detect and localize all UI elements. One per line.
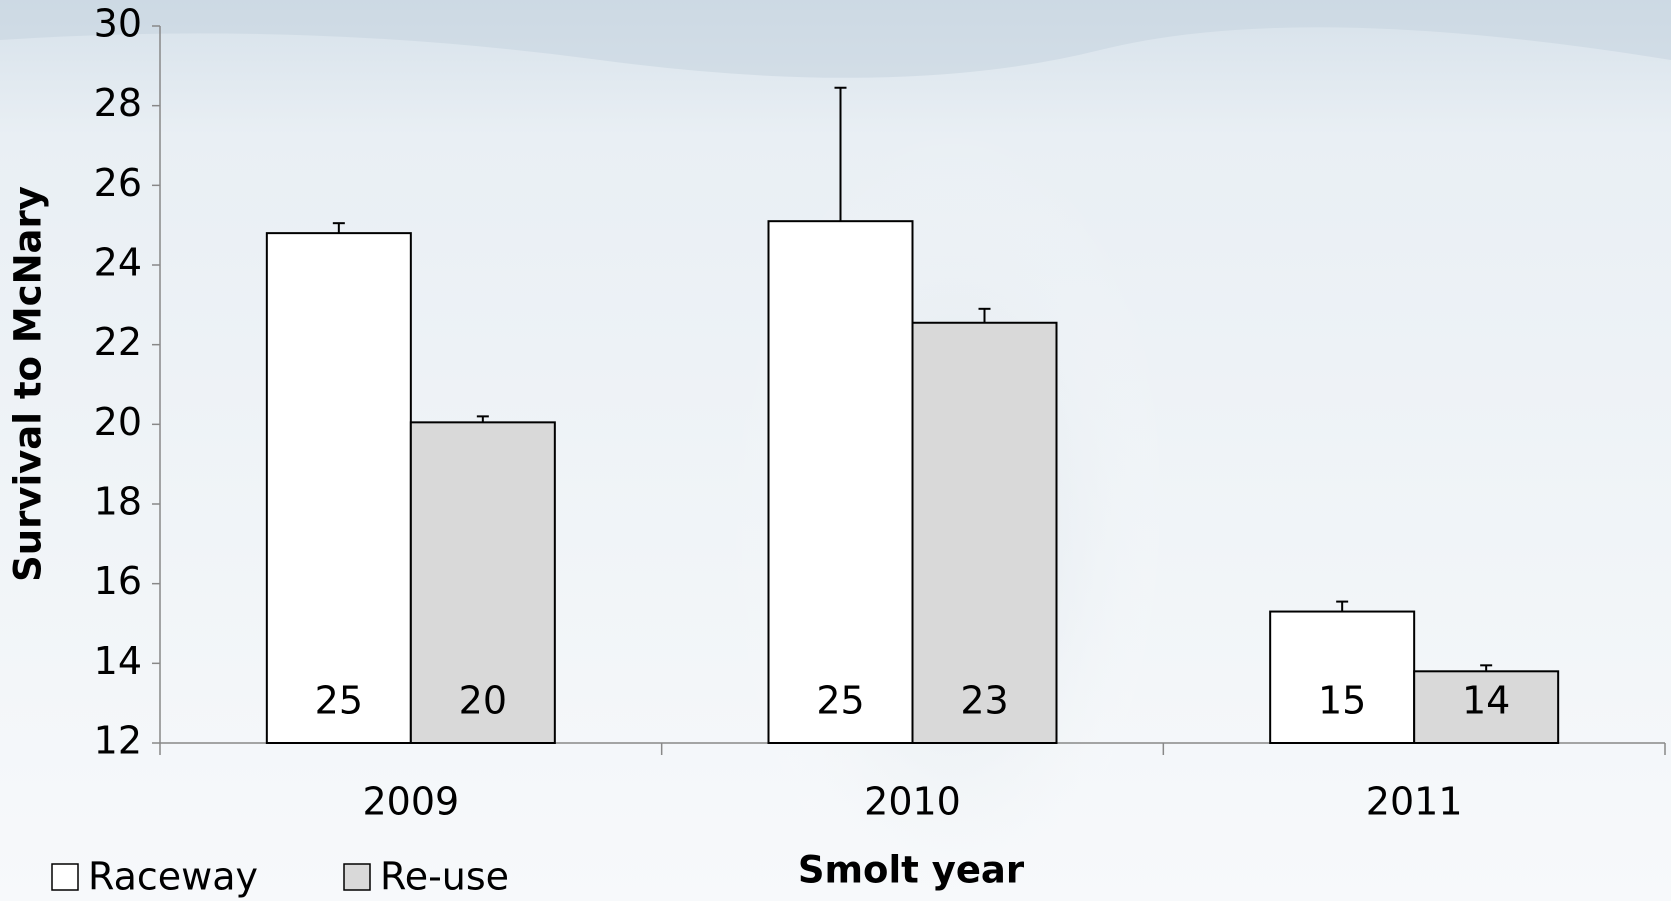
x-tick-label: 2010 xyxy=(864,780,961,824)
bar xyxy=(265,232,412,744)
value-label: 20 xyxy=(459,679,507,723)
y-tick-label: 30 xyxy=(94,2,142,46)
bar xyxy=(767,220,914,744)
y-tick-label: 20 xyxy=(94,400,142,444)
x-tick-label: 2011 xyxy=(1366,780,1463,824)
value-label: 25 xyxy=(816,679,864,723)
legend-label: Raceway xyxy=(88,855,258,899)
y-tick-label: 26 xyxy=(94,161,142,205)
bar xyxy=(409,421,556,744)
value-label: 23 xyxy=(960,679,1008,723)
bar xyxy=(911,321,1058,744)
y-tick-label: 22 xyxy=(94,320,142,364)
y-tick-label: 28 xyxy=(94,81,142,125)
value-label: 25 xyxy=(315,679,363,723)
y-tick-label: 16 xyxy=(94,559,142,603)
y-tick-label: 12 xyxy=(94,719,142,763)
water-surface xyxy=(0,0,1671,78)
legend-swatch xyxy=(51,863,79,891)
x-tick-label: 2009 xyxy=(362,780,459,824)
legend-swatch xyxy=(343,863,371,891)
value-label: 15 xyxy=(1318,679,1366,723)
x-axis-title: Smolt year xyxy=(798,849,1025,892)
y-axis-title: Survival to McNary xyxy=(7,186,50,582)
bar xyxy=(1269,610,1416,744)
value-label: 14 xyxy=(1462,679,1510,723)
y-tick-label: 24 xyxy=(94,241,142,285)
legend-label: Re-use xyxy=(380,855,509,899)
bar xyxy=(1413,670,1560,744)
y-tick-label: 14 xyxy=(94,639,142,683)
y-tick-label: 18 xyxy=(94,480,142,524)
